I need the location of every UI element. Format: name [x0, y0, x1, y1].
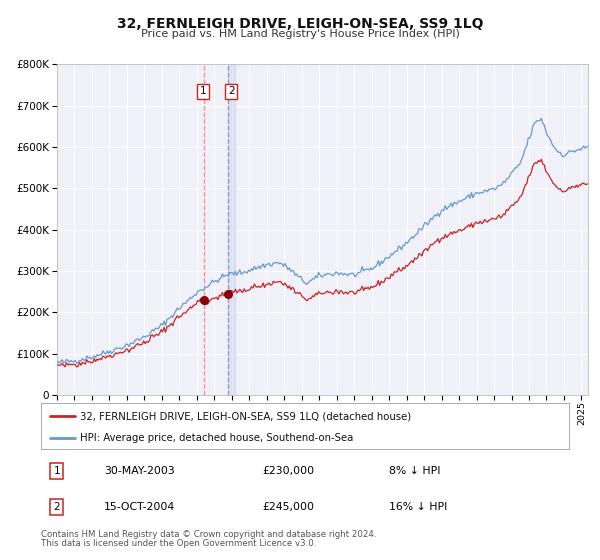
Text: 15-OCT-2004: 15-OCT-2004	[104, 502, 175, 512]
Text: 16% ↓ HPI: 16% ↓ HPI	[389, 502, 448, 512]
Text: This data is licensed under the Open Government Licence v3.0.: This data is licensed under the Open Gov…	[41, 539, 316, 548]
Text: 2: 2	[228, 86, 235, 96]
Text: 32, FERNLEIGH DRIVE, LEIGH-ON-SEA, SS9 1LQ: 32, FERNLEIGH DRIVE, LEIGH-ON-SEA, SS9 1…	[117, 17, 483, 31]
Text: Contains HM Land Registry data © Crown copyright and database right 2024.: Contains HM Land Registry data © Crown c…	[41, 530, 376, 539]
Text: 2: 2	[53, 502, 60, 512]
Text: 32, FERNLEIGH DRIVE, LEIGH-ON-SEA, SS9 1LQ (detached house): 32, FERNLEIGH DRIVE, LEIGH-ON-SEA, SS9 1…	[80, 411, 412, 421]
Text: HPI: Average price, detached house, Southend-on-Sea: HPI: Average price, detached house, Sout…	[80, 433, 354, 442]
Text: £245,000: £245,000	[263, 502, 314, 512]
Text: £230,000: £230,000	[263, 466, 314, 475]
Text: Price paid vs. HM Land Registry's House Price Index (HPI): Price paid vs. HM Land Registry's House …	[140, 29, 460, 39]
Text: 1: 1	[200, 86, 206, 96]
Text: 8% ↓ HPI: 8% ↓ HPI	[389, 466, 441, 475]
Bar	[228, 64, 235, 395]
Text: 1: 1	[53, 466, 60, 475]
Text: 30-MAY-2003: 30-MAY-2003	[104, 466, 175, 475]
